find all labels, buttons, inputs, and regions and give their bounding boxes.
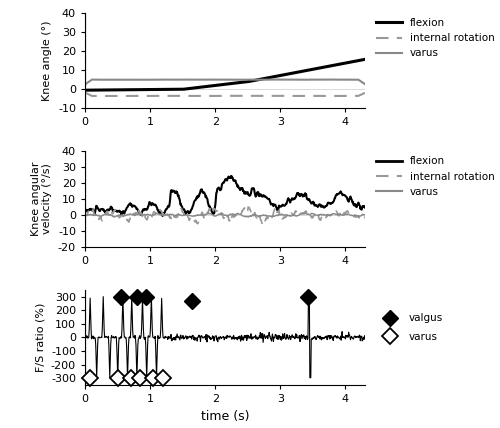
varus: [206, 211, 212, 216]
varus: [154, 77, 160, 82]
internal rotation: [82, 90, 88, 95]
flexion: [208, 83, 214, 89]
internal rotation: [270, 93, 276, 98]
flexion: [362, 57, 368, 62]
internal rotation: [294, 93, 300, 98]
Legend: valgus, varus: valgus, varus: [376, 309, 448, 346]
flexion: [82, 88, 88, 93]
Line: varus: varus: [85, 80, 365, 84]
Line: flexion: flexion: [85, 176, 365, 216]
internal rotation: [209, 93, 215, 98]
internal rotation: [248, 93, 254, 98]
internal rotation: [82, 211, 88, 216]
flexion: [247, 79, 253, 84]
X-axis label: time (s): time (s): [201, 410, 249, 423]
internal rotation: [94, 93, 100, 98]
internal rotation: [154, 93, 160, 98]
varus: [270, 77, 276, 82]
varus: [218, 77, 224, 82]
varus: [132, 212, 138, 217]
Line: flexion: flexion: [85, 59, 365, 90]
flexion: [132, 87, 138, 92]
flexion: [269, 74, 275, 80]
Legend: flexion, internal rotation, varus: flexion, internal rotation, varus: [376, 157, 495, 197]
internal rotation: [132, 212, 138, 217]
internal rotation: [208, 204, 214, 209]
varus: [210, 212, 216, 217]
flexion: [160, 214, 166, 219]
flexion: [228, 174, 234, 179]
Y-axis label: Knee angular
velocity (°/s): Knee angular velocity (°/s): [30, 162, 52, 236]
internal rotation: [362, 214, 368, 220]
varus: [110, 214, 116, 220]
flexion: [154, 205, 160, 211]
flexion: [362, 205, 368, 210]
varus: [362, 212, 368, 217]
internal rotation: [154, 209, 160, 214]
internal rotation: [248, 208, 254, 213]
internal rotation: [362, 90, 368, 95]
Line: varus: varus: [85, 213, 365, 217]
flexion: [270, 202, 276, 207]
varus: [208, 77, 214, 82]
varus: [294, 77, 300, 82]
Line: internal rotation: internal rotation: [85, 206, 365, 225]
Legend: flexion, internal rotation, varus: flexion, internal rotation, varus: [376, 18, 495, 59]
varus: [154, 211, 160, 217]
varus: [248, 214, 254, 219]
varus: [294, 214, 300, 219]
flexion: [132, 203, 138, 208]
Line: internal rotation: internal rotation: [85, 92, 365, 96]
varus: [362, 82, 368, 87]
flexion: [209, 210, 215, 215]
internal rotation: [132, 93, 138, 98]
internal rotation: [260, 223, 266, 228]
Y-axis label: F/S ratio (%): F/S ratio (%): [36, 303, 46, 372]
Y-axis label: Knee angle (°): Knee angle (°): [42, 20, 52, 101]
varus: [270, 214, 276, 219]
flexion: [248, 190, 254, 196]
internal rotation: [294, 208, 300, 213]
internal rotation: [270, 213, 276, 218]
flexion: [154, 87, 160, 92]
flexion: [294, 192, 300, 197]
varus: [132, 77, 138, 82]
varus: [82, 82, 88, 87]
internal rotation: [242, 203, 248, 208]
varus: [248, 77, 254, 82]
flexion: [293, 70, 299, 75]
flexion: [82, 208, 88, 214]
varus: [82, 212, 88, 217]
